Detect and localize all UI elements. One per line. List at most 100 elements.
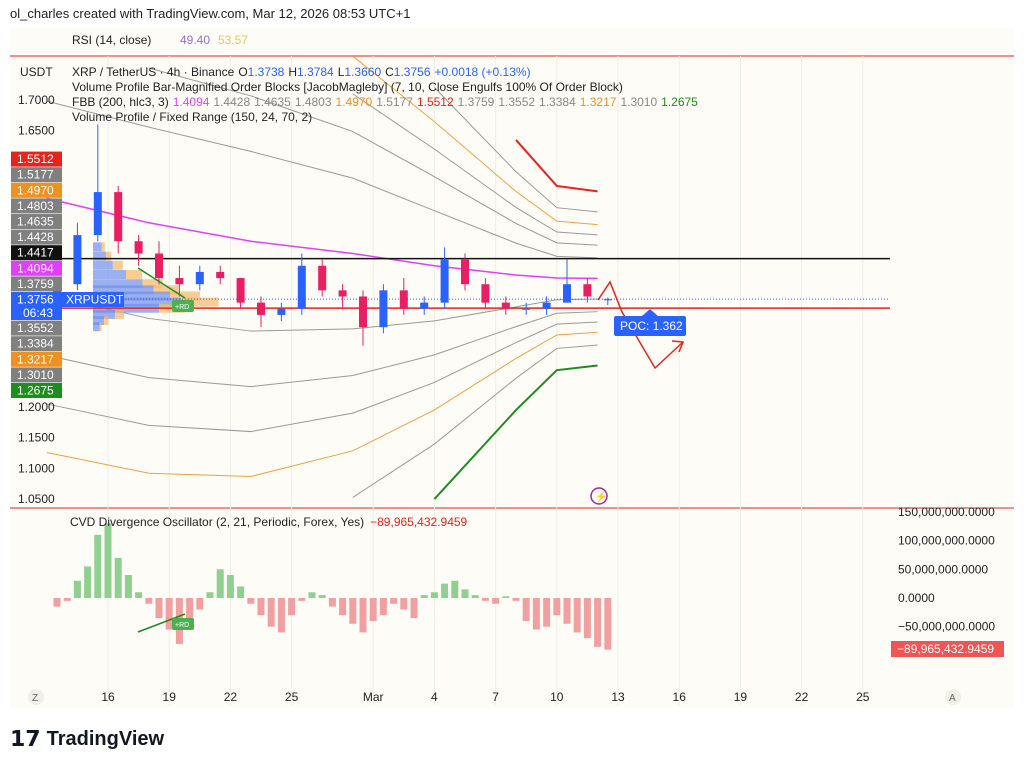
candle-body (420, 302, 429, 309)
zoom-reset-button[interactable] (28, 689, 44, 705)
cvd-bar (165, 598, 173, 630)
cvd-bar (216, 569, 224, 598)
vp-bar-down (112, 260, 123, 270)
cvd-tick: 150,000,000.0000 (898, 505, 995, 519)
vp-bar-up (93, 242, 102, 252)
fbb-value: 1.3552 (498, 95, 535, 109)
candle-body (216, 271, 225, 279)
price-tick: 1.0500 (18, 492, 55, 506)
price-badge (11, 336, 62, 352)
currency-label[interactable]: USDT (20, 65, 53, 79)
date-tick: 16 (101, 690, 115, 704)
fbb-band-line (434, 87, 598, 213)
cvd-bar (104, 523, 112, 598)
chart-panel[interactable] (10, 28, 1014, 708)
cvd-bar (400, 598, 408, 610)
fbb-band-line (46, 331, 598, 477)
fbb-band-line (433, 364, 598, 500)
vp-bar-down (115, 309, 124, 319)
divergence-line[interactable] (137, 267, 186, 299)
rd-label: +RD (175, 304, 189, 311)
price-badge (11, 260, 62, 276)
date-axis[interactable]: 16 19 22 25 Mar 4 7 10 13 16 19 22 25 (101, 690, 869, 704)
cvd-bar (583, 598, 591, 639)
rsi-label: RSI (14, close) (72, 33, 151, 47)
cvd-bar (481, 598, 489, 601)
legend-volume-profile: Volume Profile / Fixed Range (150, 24, 7… (72, 110, 312, 124)
cvd-axis[interactable]: 150,000,000.0000 100,000,000.0000 50,000,0… (898, 505, 995, 634)
cvd-bar (267, 598, 275, 627)
horizontal-levels[interactable] (62, 257, 890, 309)
fbb-band-line (46, 100, 598, 259)
cvd-bar (318, 595, 326, 598)
cvd-bar (94, 534, 102, 598)
cvd-bar (53, 598, 61, 607)
candle-body (73, 235, 82, 285)
date-tick: 22 (224, 690, 238, 704)
candle-body (155, 253, 163, 279)
cvd-bar (594, 598, 602, 647)
legend-fbb: FBB (200, hlc3, 3) 1.4094 1.4428 1.4635 1.48… (72, 95, 698, 109)
date-tick: 22 (795, 690, 809, 704)
vp-bar-up (93, 322, 100, 332)
price-badge-label: 1.4417 (17, 246, 54, 260)
symbol-label: XRPUSDT (66, 293, 124, 307)
cvd-bar (124, 575, 132, 598)
price-badge-label: 1.5512 (17, 152, 54, 166)
cvd-bar (553, 598, 561, 616)
candle-body (195, 271, 204, 285)
auto-scale-button[interactable] (945, 689, 961, 705)
vp-bar-up (93, 316, 104, 326)
divergence-line[interactable] (137, 613, 186, 633)
cvd-bar (206, 592, 214, 598)
projection-arrow[interactable] (597, 280, 684, 370)
lightning-icon[interactable] (590, 487, 608, 505)
poc-label: POC: 1.362 (620, 319, 683, 333)
cvd-bar (257, 598, 265, 616)
date-tick: 4 (431, 690, 438, 704)
tv-logo-icon: 𝟭𝟳 (10, 726, 41, 751)
fbb-bands (46, 55, 598, 500)
candle-body (603, 299, 612, 301)
price-tick: 1.7000 (18, 93, 55, 107)
vp-bar-down (181, 297, 219, 307)
tradingview-logo: 𝟭𝟳 TradingView (10, 726, 164, 752)
cvd-bar (328, 598, 336, 607)
rsi-value-1: 49.40 (180, 33, 210, 47)
candle-body (481, 284, 490, 303)
cvd-bar (522, 598, 530, 621)
cvd-bar (410, 598, 418, 619)
poc-pointer (642, 309, 658, 316)
date-tick: Mar (363, 690, 384, 704)
cvd-bar (247, 598, 255, 604)
cvd-bar (451, 580, 459, 598)
fbb-band-line (148, 67, 598, 246)
cvd-bar (420, 595, 428, 598)
vp-bar-up (93, 285, 154, 295)
price-badge-label: 1.4635 (17, 215, 54, 229)
fbb-band-line (352, 93, 598, 236)
fbb-band-line (352, 344, 598, 498)
vp-bar-down (104, 316, 109, 326)
cvd-bar (441, 583, 449, 598)
poc-badge[interactable] (614, 316, 686, 336)
candle-body (501, 302, 510, 309)
price-tick: 1.1500 (18, 431, 55, 445)
cvd-label: CVD Divergence Oscillator (2, 21, Period… (70, 515, 468, 529)
cvd-bar (145, 598, 153, 604)
cvd-bar (339, 598, 347, 616)
cvd-bar (563, 598, 571, 624)
cvd-bar (135, 592, 143, 598)
lightning-glyph: ⚡ (595, 490, 607, 503)
vp-bar-down (170, 291, 200, 301)
cvd-bar (196, 598, 204, 610)
price-badge-label: 1.5177 (17, 168, 54, 182)
vp-bar-up (93, 279, 143, 289)
price-axis[interactable]: 1.7000 1.6500 1.2000 1.1500 1.1000 1.0500 1.55… (11, 93, 124, 506)
price-badge (11, 167, 62, 183)
cvd-bar (308, 592, 316, 598)
rd-label: +RD (175, 622, 189, 629)
vp-bar-up (93, 297, 181, 307)
candle-body (93, 192, 102, 236)
